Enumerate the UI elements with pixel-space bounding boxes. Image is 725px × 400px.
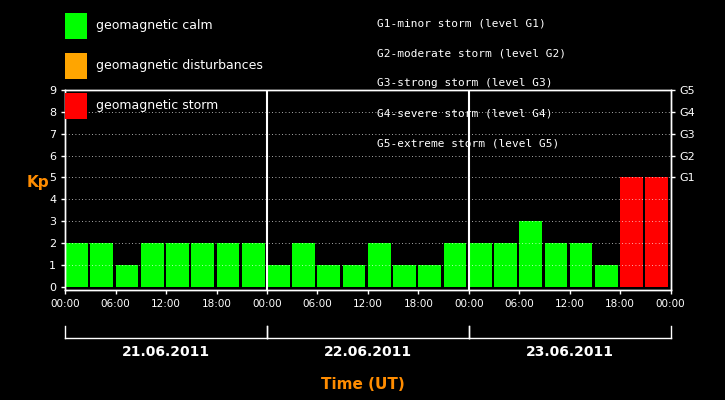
- Text: G4-severe storm (level G4): G4-severe storm (level G4): [377, 108, 552, 118]
- Bar: [166, 243, 188, 287]
- Bar: [65, 243, 88, 287]
- Text: Time (UT): Time (UT): [320, 377, 405, 392]
- Text: 23.06.2011: 23.06.2011: [526, 345, 614, 359]
- Bar: [595, 265, 618, 287]
- Bar: [494, 243, 517, 287]
- Bar: [116, 265, 138, 287]
- Text: G2-moderate storm (level G2): G2-moderate storm (level G2): [377, 48, 566, 58]
- Text: G1-minor storm (level G1): G1-minor storm (level G1): [377, 18, 546, 28]
- Bar: [318, 265, 340, 287]
- Bar: [469, 243, 492, 287]
- Bar: [393, 265, 416, 287]
- Bar: [217, 243, 239, 287]
- Text: geomagnetic disturbances: geomagnetic disturbances: [96, 60, 262, 72]
- Bar: [141, 243, 164, 287]
- Y-axis label: Kp: Kp: [27, 175, 49, 190]
- Bar: [444, 243, 466, 287]
- Bar: [191, 243, 214, 287]
- Text: geomagnetic storm: geomagnetic storm: [96, 100, 218, 112]
- Text: 21.06.2011: 21.06.2011: [122, 345, 210, 359]
- Bar: [242, 243, 265, 287]
- Text: G3-strong storm (level G3): G3-strong storm (level G3): [377, 78, 552, 88]
- Bar: [91, 243, 113, 287]
- Bar: [343, 265, 365, 287]
- Bar: [292, 243, 315, 287]
- Bar: [570, 243, 592, 287]
- Text: geomagnetic calm: geomagnetic calm: [96, 20, 212, 32]
- Bar: [418, 265, 441, 287]
- Bar: [267, 265, 290, 287]
- Bar: [544, 243, 567, 287]
- Bar: [645, 178, 668, 287]
- Bar: [620, 178, 643, 287]
- Bar: [519, 221, 542, 287]
- Text: 22.06.2011: 22.06.2011: [324, 345, 412, 359]
- Text: G5-extreme storm (level G5): G5-extreme storm (level G5): [377, 138, 559, 148]
- Bar: [368, 243, 391, 287]
